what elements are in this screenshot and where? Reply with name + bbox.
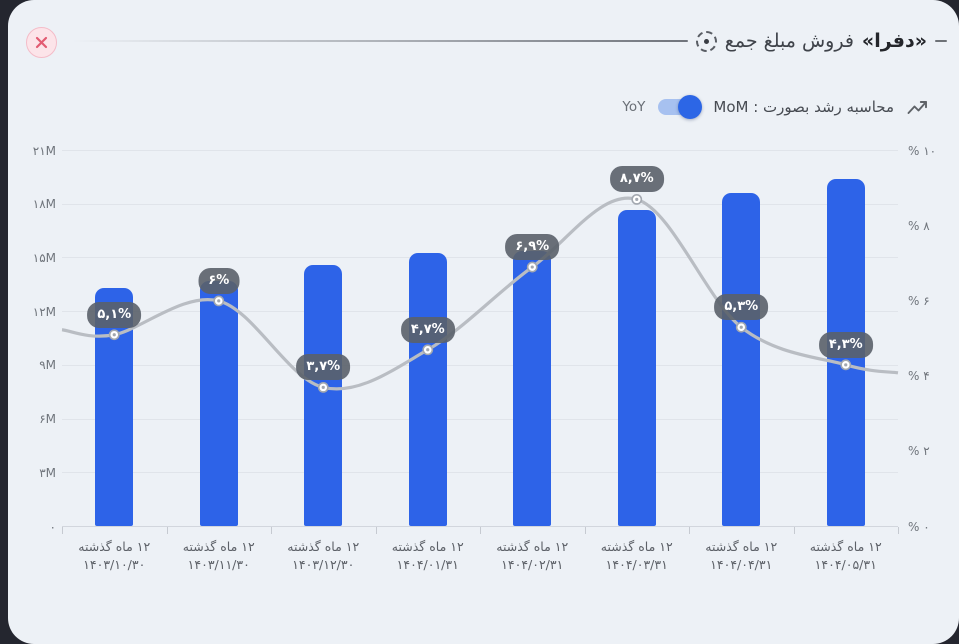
x-label-date: ۱۴۰۴/۰۴/۳۱ <box>710 557 773 572</box>
bar-۱۴۰۳/۱۲/۳۰ <box>304 265 343 527</box>
x-axis-tick <box>898 526 899 534</box>
y-axis-label-left: ۳M <box>39 465 56 480</box>
growth-line <box>61 196 899 391</box>
y-axis-label-left: ۰ <box>49 519 56 534</box>
y-axis-label-right: % ۸ <box>908 218 930 233</box>
gridline <box>62 472 898 474</box>
y-axis-label-left: ۱۸M <box>32 197 56 212</box>
growth-badge: ۳,۷% <box>296 354 351 381</box>
growth-badge: ۸,۷% <box>609 166 664 193</box>
x-label-date: ۱۴۰۳/۱۲/۳۰ <box>292 557 355 572</box>
y-axis-label-right: % ۱۰ <box>908 143 937 158</box>
y-axis-label-right: % ۰ <box>908 519 930 534</box>
x-axis-tick <box>62 526 63 534</box>
y-axis-label-right: % ۶ <box>908 293 930 308</box>
x-axis-label: ۱۲ ماه گذشته ۱۴۰۴/۰۲/۳۱ <box>477 538 587 574</box>
x-axis-tick <box>584 526 586 534</box>
x-label-period: ۱۲ ماه گذشته <box>78 539 151 554</box>
growth-badge: ۴,۷% <box>400 316 455 343</box>
header-divider-end <box>935 40 947 42</box>
growth-point-marker <box>631 193 643 205</box>
x-axis-label: ۱۲ ماه گذشته ۱۴۰۳/۱۲/۳۰ <box>268 538 378 574</box>
header: جمع مبلغ فروش «دفرا» <box>72 27 947 55</box>
header-divider-line <box>72 40 688 42</box>
bar-۱۴۰۴/۰۳/۳۱ <box>617 209 656 527</box>
gridline <box>62 364 898 366</box>
x-axis-tick <box>166 526 168 534</box>
growth-badge: ۵,۳% <box>714 294 769 321</box>
yoy-option[interactable]: YoY <box>622 99 646 115</box>
x-label-period: ۱۲ ماه گذشته <box>496 539 569 554</box>
title-word: مبلغ <box>763 30 796 52</box>
x-axis-tick <box>689 526 690 534</box>
y-axis-label-left: ۶M <box>39 412 56 427</box>
bar-۱۴۰۴/۰۱/۳۱ <box>408 252 447 527</box>
x-label-date: ۱۴۰۴/۰۳/۳۱ <box>605 557 668 572</box>
gridline <box>62 418 898 420</box>
gridline <box>62 311 898 313</box>
growth-mode-label: محاسبه رشد بصورت : MoM <box>713 98 894 116</box>
y-axis-label-right: % ۲ <box>908 444 930 459</box>
x-axis-tick <box>793 526 795 534</box>
growth-point-dot <box>635 197 639 201</box>
x-axis-tick <box>480 526 481 534</box>
x-axis-label: ۱۲ ماه گذشته ۱۴۰۴/۰۳/۳۱ <box>582 538 692 574</box>
y-axis-label-left: ۹M <box>39 358 56 373</box>
title-brand: «دفرا» <box>861 30 927 52</box>
gridline <box>62 203 898 205</box>
growth-badge: ۶,۹% <box>505 234 560 261</box>
growth-mode-toggle[interactable] <box>658 95 703 119</box>
x-label-date: ۱۴۰۳/۱۰/۳۰ <box>83 557 146 572</box>
x-axis-label: ۱۲ ماه گذشته ۱۴۰۴/۰۱/۳۱ <box>373 538 483 574</box>
y-axis-label-right: % ۴ <box>908 369 930 384</box>
x-axis-tick <box>375 526 377 534</box>
close-button[interactable] <box>26 27 57 58</box>
x-axis-tick <box>271 526 272 534</box>
growth-badge: ۴,۳% <box>818 331 873 358</box>
x-axis-label: ۱۲ ماه گذشته ۱۴۰۳/۱۱/۳۰ <box>164 538 274 574</box>
close-icon <box>35 36 48 49</box>
title-word: فروش <box>801 30 854 52</box>
x-label-period: ۱۲ ماه گذشته <box>809 539 882 554</box>
x-label-date: ۱۴۰۴/۰۵/۳۱ <box>814 557 877 572</box>
x-axis-label: ۱۲ ماه گذشته ۱۴۰۴/۰۴/۳۱ <box>686 538 796 574</box>
x-label-period: ۱۲ ماه گذشته <box>182 539 255 554</box>
target-icon <box>695 30 717 52</box>
toggle-knob <box>678 95 703 119</box>
gridline <box>62 150 898 151</box>
bar-۱۴۰۳/۱۱/۳۰ <box>199 281 238 527</box>
x-label-period: ۱۲ ماه گذشته <box>705 539 778 554</box>
x-label-period: ۱۲ ماه گذشته <box>600 539 673 554</box>
chart-title: جمع مبلغ فروش <box>725 30 854 52</box>
growth-badge: ۶% <box>198 267 240 294</box>
x-label-period: ۱۲ ماه گذشته <box>287 539 360 554</box>
x-label-date: ۱۴۰۴/۰۱/۳۱ <box>396 557 459 572</box>
x-axis-label: ۱۲ ماه گذشته ۱۴۰۴/۰۵/۳۱ <box>791 538 901 574</box>
growth-badge: ۵,۱% <box>87 301 142 328</box>
x-label-date: ۱۴۰۳/۱۱/۳۰ <box>187 557 250 572</box>
trending-icon <box>907 100 927 114</box>
x-axis-label: ۱۲ ماه گذشته ۱۴۰۳/۱۰/۳۰ <box>59 538 169 574</box>
y-axis-label-left: ۲۱M <box>32 143 56 158</box>
y-axis-label-left: ۱۵M <box>32 250 56 265</box>
bar-۱۴۰۴/۰۴/۳۱ <box>722 193 761 527</box>
growth-mode-row: YoY محاسبه رشد بصورت : MoM <box>622 93 928 121</box>
bar-۱۴۰۴/۰۲/۳۱ <box>513 250 552 527</box>
x-label-period: ۱۲ ماه گذشته <box>391 539 464 554</box>
gridline <box>62 257 898 259</box>
y-axis-label-left: ۱۲M <box>32 304 56 319</box>
title-word: جمع <box>724 30 758 52</box>
x-label-date: ۱۴۰۴/۰۲/۳۱ <box>501 557 564 572</box>
